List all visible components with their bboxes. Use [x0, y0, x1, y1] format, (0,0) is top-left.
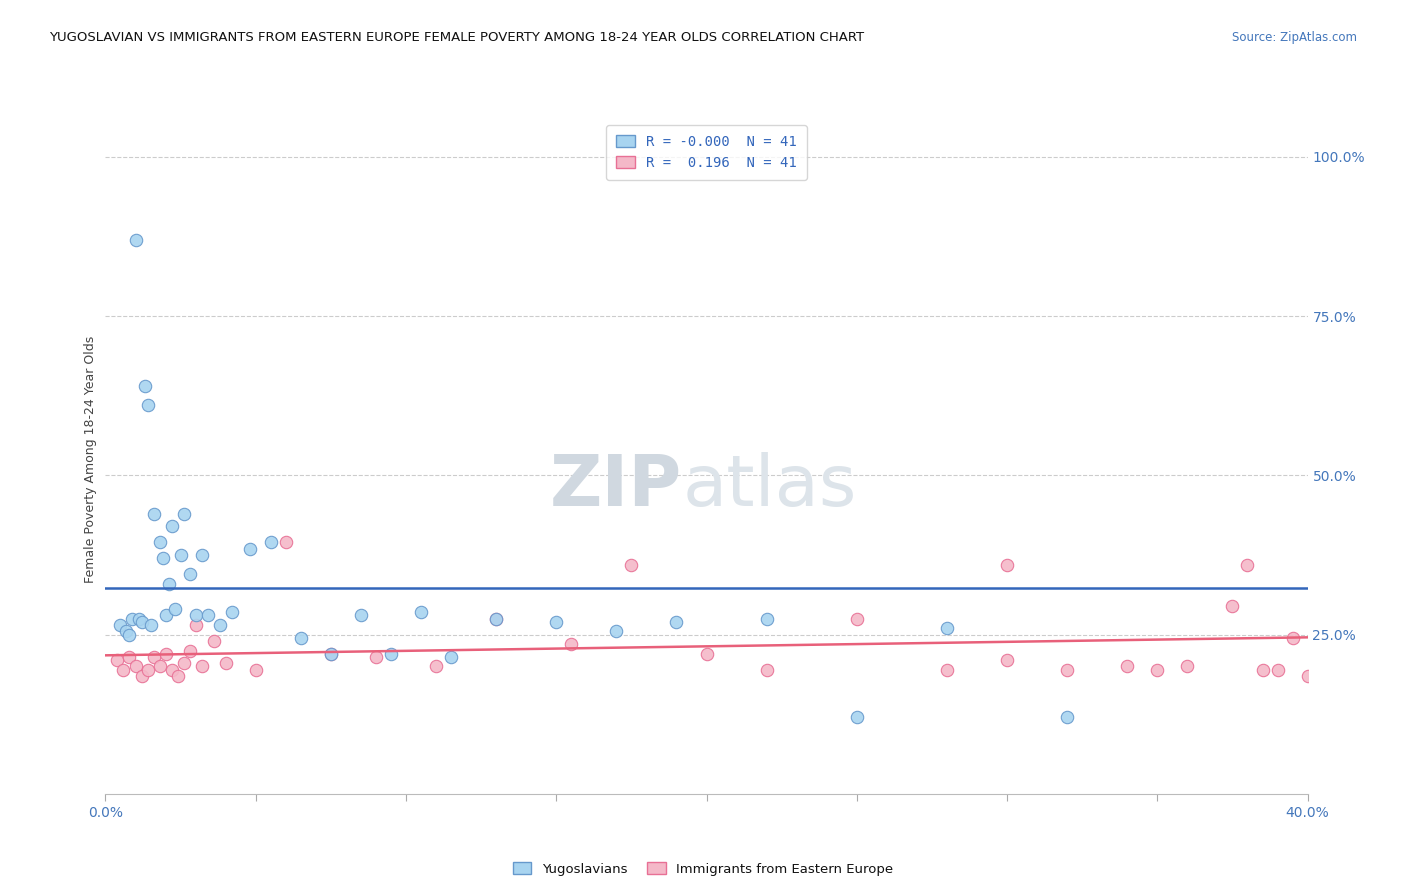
Point — [124, 233, 146, 247]
Point — [173, 657, 195, 671]
Point — [148, 659, 170, 673]
Point — [319, 647, 342, 661]
Point — [845, 710, 868, 724]
Point — [163, 602, 186, 616]
Point — [190, 659, 212, 673]
Point — [1056, 710, 1078, 724]
Legend: R = -0.000  N = 41, R =  0.196  N = 41: R = -0.000 N = 41, R = 0.196 N = 41 — [606, 125, 807, 179]
Point — [202, 634, 225, 648]
Point — [136, 663, 159, 677]
Point — [152, 551, 174, 566]
Point — [128, 612, 150, 626]
Point — [995, 558, 1018, 572]
Point — [148, 535, 170, 549]
Point — [1267, 663, 1289, 677]
Point — [1296, 669, 1319, 683]
Point — [350, 608, 373, 623]
Point — [169, 548, 191, 562]
Point — [425, 659, 447, 673]
Point — [936, 663, 959, 677]
Point — [560, 637, 582, 651]
Point — [1236, 558, 1258, 572]
Point — [107, 653, 129, 667]
Point — [190, 548, 212, 562]
Point — [139, 618, 162, 632]
Point — [155, 647, 177, 661]
Point — [157, 576, 180, 591]
Point — [1146, 663, 1168, 677]
Point — [173, 507, 195, 521]
Point — [755, 612, 778, 626]
Text: ZIP: ZIP — [550, 451, 682, 521]
Point — [605, 624, 627, 639]
Point — [115, 624, 138, 639]
Point — [319, 647, 342, 661]
Point — [485, 612, 508, 626]
Point — [696, 647, 718, 661]
Point — [845, 612, 868, 626]
Point — [179, 567, 201, 582]
Point — [1281, 631, 1303, 645]
Point — [142, 649, 165, 664]
Point — [665, 615, 688, 629]
Point — [160, 663, 183, 677]
Point — [221, 605, 243, 619]
Point — [485, 612, 508, 626]
Point — [546, 615, 568, 629]
Point — [134, 379, 156, 393]
Point — [131, 669, 153, 683]
Point — [155, 608, 177, 623]
Point — [118, 627, 141, 641]
Point — [239, 541, 262, 556]
Point — [124, 659, 146, 673]
Point — [1175, 659, 1198, 673]
Point — [184, 608, 207, 623]
Point — [131, 615, 153, 629]
Point — [1056, 663, 1078, 677]
Point — [440, 649, 463, 664]
Text: atlas: atlas — [682, 451, 856, 521]
Point — [409, 605, 432, 619]
Point — [245, 663, 267, 677]
Point — [936, 621, 959, 635]
Point — [260, 535, 283, 549]
Point — [380, 647, 402, 661]
Point — [112, 663, 135, 677]
Point — [290, 631, 312, 645]
Legend: Yugoslavians, Immigrants from Eastern Europe: Yugoslavians, Immigrants from Eastern Eu… — [508, 857, 898, 881]
Point — [1222, 599, 1244, 613]
Point — [179, 643, 201, 657]
Point — [208, 618, 231, 632]
Point — [214, 657, 236, 671]
Point — [1116, 659, 1139, 673]
Point — [110, 618, 132, 632]
Point — [995, 653, 1018, 667]
Y-axis label: Female Poverty Among 18-24 Year Olds: Female Poverty Among 18-24 Year Olds — [84, 335, 97, 583]
Point — [620, 558, 643, 572]
Point — [755, 663, 778, 677]
Text: Source: ZipAtlas.com: Source: ZipAtlas.com — [1232, 31, 1357, 45]
Point — [166, 669, 188, 683]
Point — [1251, 663, 1274, 677]
Point — [118, 649, 141, 664]
Point — [142, 507, 165, 521]
Point — [364, 649, 387, 664]
Point — [136, 398, 159, 412]
Point — [197, 608, 219, 623]
Point — [184, 618, 207, 632]
Point — [121, 612, 143, 626]
Text: YUGOSLAVIAN VS IMMIGRANTS FROM EASTERN EUROPE FEMALE POVERTY AMONG 18-24 YEAR OL: YUGOSLAVIAN VS IMMIGRANTS FROM EASTERN E… — [49, 31, 865, 45]
Point — [274, 535, 297, 549]
Point — [160, 519, 183, 533]
